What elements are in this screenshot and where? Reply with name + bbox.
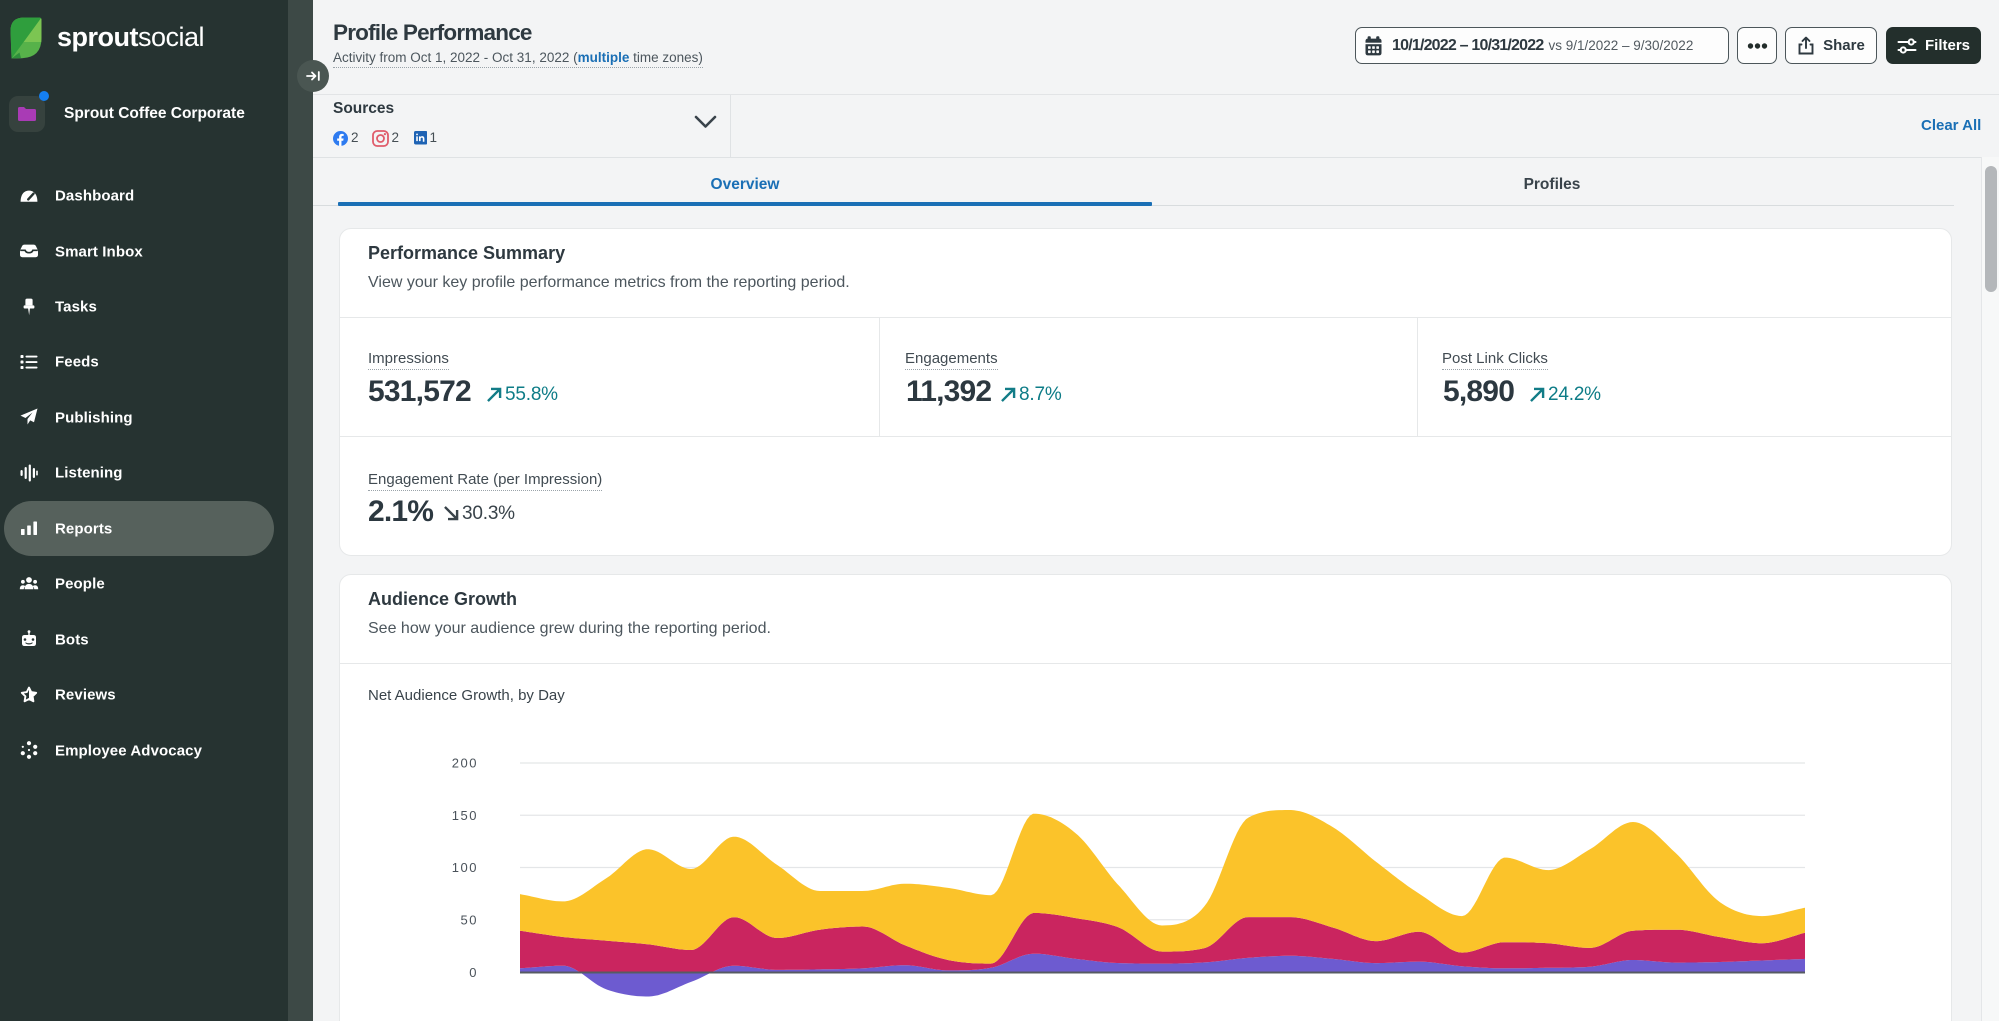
- svg-text:100: 100: [452, 860, 478, 875]
- svg-text:200: 200: [452, 756, 478, 771]
- svg-text:0: 0: [469, 965, 478, 980]
- svg-text:50: 50: [461, 912, 478, 927]
- svg-text:150: 150: [452, 808, 478, 823]
